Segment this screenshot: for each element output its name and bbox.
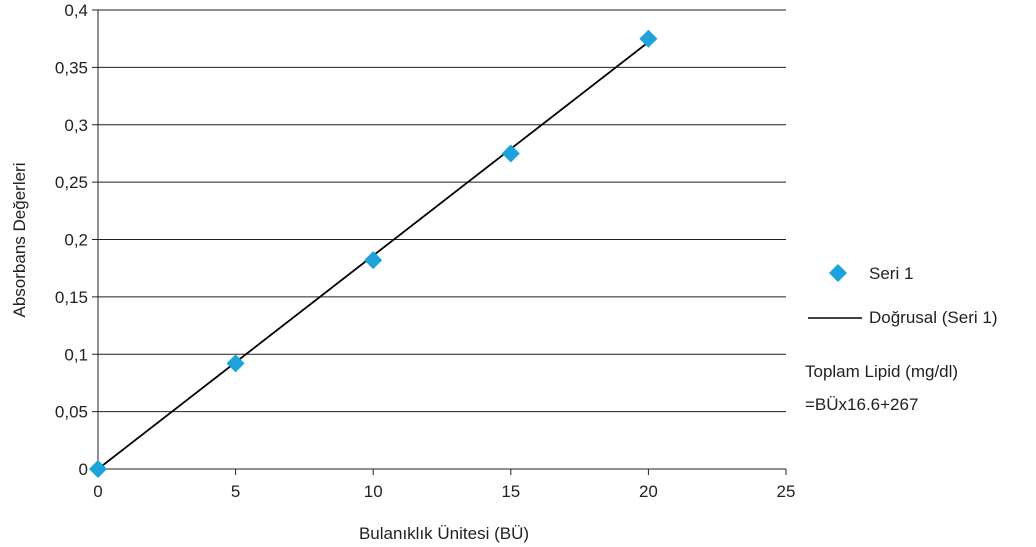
x-tick-label: 10 <box>364 482 383 501</box>
y-tick-label: 0,2 <box>64 231 88 250</box>
y-tick-label: 0,35 <box>55 58 88 77</box>
data-point-diamond <box>226 354 245 373</box>
x-tick-label: 0 <box>93 482 102 501</box>
formula-line-1: Toplam Lipid (mg/dl) <box>805 362 958 381</box>
y-tick-label: 0,25 <box>55 173 88 192</box>
legend-series-label: Seri 1 <box>869 264 913 283</box>
data-point-diamond <box>639 29 658 48</box>
x-axis-title: Bulanıklık Ünitesi (BÜ) <box>359 524 529 543</box>
y-axis-title: Absorbans Değerleri <box>10 163 29 318</box>
formula-annotation: Toplam Lipid (mg/dl) =BÜx16.6+267 <box>805 362 958 414</box>
y-tick-label: 0,4 <box>64 1 88 20</box>
legend-trendline-label: Doğrusal (Seri 1) <box>869 308 998 327</box>
y-tick-label: 0,1 <box>64 345 88 364</box>
y-tick-label: 0,3 <box>64 116 88 135</box>
data-points <box>89 29 658 478</box>
axes <box>92 9 787 475</box>
x-tick-label: 5 <box>231 482 240 501</box>
data-point-diamond <box>364 251 383 270</box>
tick-labels: 0 0,05 0,1 0,15 0,2 0,25 0,3 0,35 0,4 0 5 10 15 20 25 <box>55 1 796 501</box>
data-point-diamond <box>89 460 107 478</box>
x-tick-label: 15 <box>501 482 520 501</box>
legend-diamond-marker <box>829 264 847 282</box>
legend: Seri 1 Doğrusal (Seri 1) <box>808 264 998 327</box>
data-point-diamond <box>501 144 520 163</box>
y-tick-label: 0,05 <box>55 403 88 422</box>
x-tick-label: 20 <box>639 482 658 501</box>
x-tick-label: 25 <box>777 482 796 501</box>
y-tick-label: 0,15 <box>55 288 88 307</box>
y-tick-label: 0 <box>79 460 88 479</box>
gridlines <box>98 9 786 413</box>
formula-line-2: =BÜx16.6+267 <box>805 395 918 414</box>
